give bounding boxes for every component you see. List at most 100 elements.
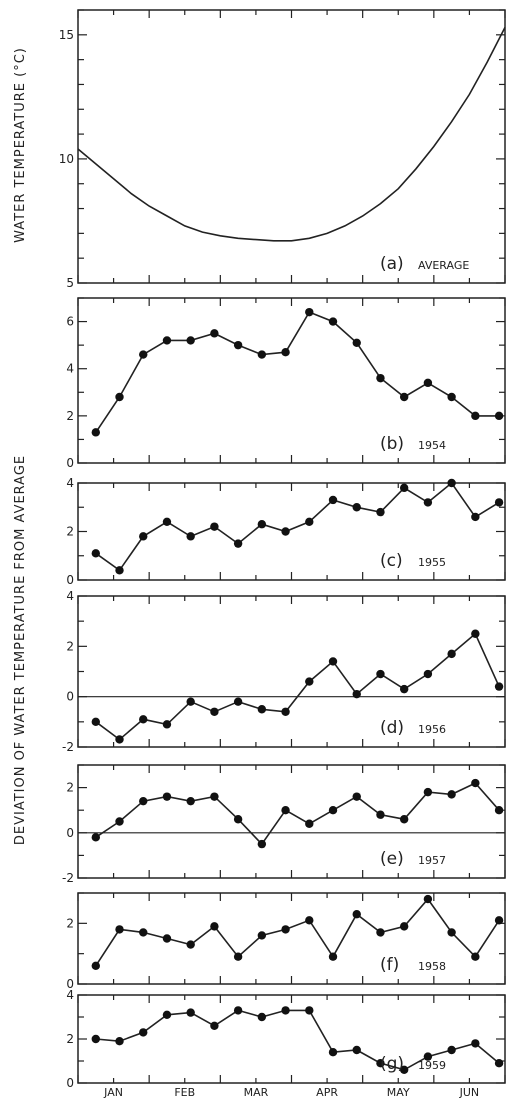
month-label: MAR (244, 1086, 269, 1099)
data-point (258, 931, 266, 939)
data-point (210, 1022, 218, 1030)
data-point (424, 788, 432, 796)
data-point (447, 393, 455, 401)
month-label: MAY (387, 1086, 410, 1099)
y-axis-title-top: WATER TEMPERATURE (°C) (13, 47, 28, 243)
data-point (281, 806, 289, 814)
panels-group: 5 10 15 (a) AVERAGE 0 2 4 6 (b) 1954 0 2 4 (c) 1955 -2 0 2… (59, 10, 505, 1099)
data-point (234, 698, 242, 706)
data-point (305, 518, 313, 526)
data-point (400, 685, 408, 693)
data-point (258, 520, 266, 528)
data-point (115, 817, 123, 825)
data-point (400, 922, 408, 930)
data-point (400, 393, 408, 401)
series-line (96, 783, 499, 844)
y-tick-label: 4 (66, 476, 74, 490)
panel-label: (b) (380, 434, 404, 454)
data-point (495, 498, 503, 506)
y-tick-label: 6 (66, 315, 74, 329)
data-point (376, 508, 384, 516)
y-tick-label: 5 (66, 276, 74, 290)
data-point (92, 1035, 100, 1043)
data-point (115, 1037, 123, 1045)
data-point (186, 1008, 194, 1016)
y-tick-label: 0 (66, 826, 74, 840)
data-point (163, 336, 171, 344)
data-point (281, 925, 289, 933)
data-point (376, 811, 384, 819)
data-point (92, 833, 100, 841)
data-point (305, 916, 313, 924)
data-point (471, 412, 479, 420)
data-point (210, 329, 218, 337)
data-point (210, 708, 218, 716)
panel-label: (a) (380, 254, 404, 274)
panel-g: 024(g) 1959 (66, 988, 505, 1090)
data-point (329, 953, 337, 961)
data-point (400, 484, 408, 492)
data-point (305, 1006, 313, 1014)
data-point (92, 549, 100, 557)
data-point (139, 1028, 147, 1036)
data-point (234, 539, 242, 547)
series-line (96, 899, 499, 966)
panel-sublabel: 1959 (418, 1059, 446, 1072)
data-point (329, 657, 337, 665)
data-point (281, 708, 289, 716)
panel-b: 0 2 4 6 (b) 1954 (66, 298, 505, 470)
y-tick-label: 2 (66, 639, 74, 653)
y-tick-label: 0 (66, 456, 74, 470)
data-point (353, 1046, 361, 1054)
data-point (447, 1046, 455, 1054)
data-point (210, 792, 218, 800)
data-point (163, 1011, 171, 1019)
data-point (186, 698, 194, 706)
data-point (353, 910, 361, 918)
panel-f: 0 2 (f) 1958 (66, 893, 505, 991)
panel-sublabel: AVERAGE (418, 259, 469, 272)
data-point (92, 718, 100, 726)
data-point (424, 498, 432, 506)
data-point (210, 922, 218, 930)
data-point (139, 350, 147, 358)
month-label: JAN (103, 1086, 123, 1099)
data-point (424, 895, 432, 903)
panel-label: (d) (380, 718, 404, 738)
data-point (305, 308, 313, 316)
y-tick-label: 15 (59, 28, 74, 42)
data-point (186, 532, 194, 540)
y-tick-label: 0 (66, 690, 74, 704)
data-point (376, 928, 384, 936)
data-point (115, 566, 123, 574)
data-point (471, 953, 479, 961)
data-point (186, 940, 194, 948)
data-point (258, 705, 266, 713)
data-point (281, 1006, 289, 1014)
data-point (115, 925, 123, 933)
data-point (281, 348, 289, 356)
data-point (210, 522, 218, 530)
panel-label: (g) (380, 1054, 404, 1074)
data-point (447, 790, 455, 798)
panel-sublabel: 1956 (418, 723, 446, 736)
y-tick-label: 2 (66, 409, 74, 423)
data-point (186, 797, 194, 805)
data-point (495, 916, 503, 924)
data-point (115, 735, 123, 743)
panel-frame (78, 10, 505, 283)
y-axis-title-bottom: DEVIATION OF WATER TEMPERATURE FROM AVER… (13, 455, 28, 845)
data-point (163, 934, 171, 942)
data-point (424, 379, 432, 387)
data-point (139, 532, 147, 540)
data-point (471, 1039, 479, 1047)
data-point (471, 630, 479, 638)
data-point (139, 928, 147, 936)
panel-label: (c) (380, 551, 403, 571)
panel-sublabel: 1954 (418, 439, 446, 452)
series-line (78, 27, 505, 240)
data-point (329, 1048, 337, 1056)
panel-a: 5 10 15 (a) AVERAGE (59, 10, 505, 290)
data-point (495, 682, 503, 690)
